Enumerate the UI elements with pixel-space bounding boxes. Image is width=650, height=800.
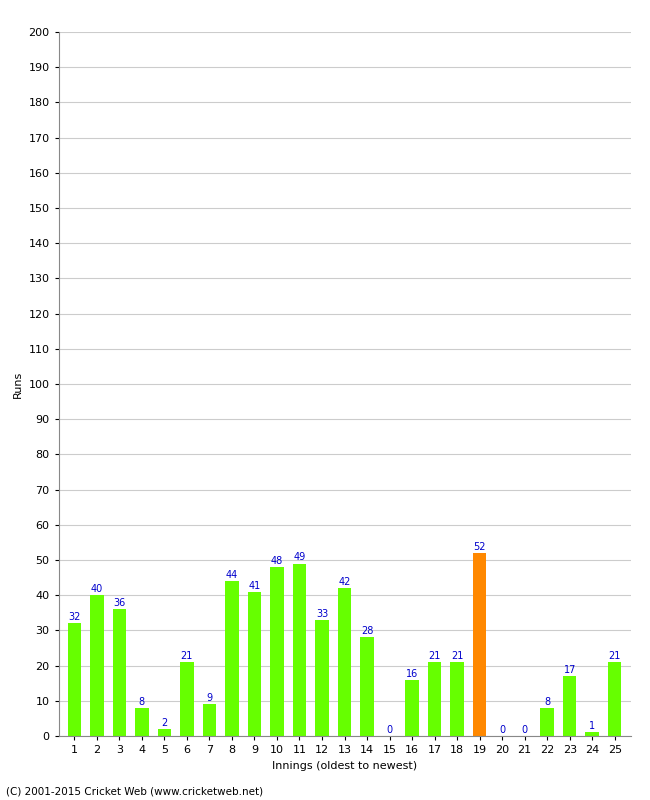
Text: 21: 21 [428, 651, 441, 661]
Bar [180, 662, 194, 736]
Text: 21: 21 [451, 651, 463, 661]
Text: 49: 49 [293, 553, 306, 562]
Text: 28: 28 [361, 626, 373, 636]
Bar [338, 588, 351, 736]
Text: 8: 8 [544, 697, 551, 706]
Text: 17: 17 [564, 665, 576, 675]
Text: 42: 42 [338, 577, 351, 587]
Bar [360, 638, 374, 736]
Text: 36: 36 [113, 598, 125, 608]
Text: 2: 2 [161, 718, 168, 728]
Bar [248, 592, 261, 736]
Bar [225, 581, 239, 736]
Bar [270, 567, 283, 736]
Y-axis label: Runs: Runs [13, 370, 23, 398]
Text: 9: 9 [206, 694, 213, 703]
Bar [292, 563, 306, 736]
Bar [608, 662, 621, 736]
Bar [428, 662, 441, 736]
Bar [450, 662, 464, 736]
Bar [68, 623, 81, 736]
Bar [157, 729, 171, 736]
Text: 0: 0 [521, 725, 528, 735]
Text: 32: 32 [68, 612, 81, 622]
Bar [112, 610, 126, 736]
Text: 52: 52 [473, 542, 486, 552]
Text: 41: 41 [248, 581, 261, 590]
X-axis label: Innings (oldest to newest): Innings (oldest to newest) [272, 761, 417, 770]
Text: 21: 21 [608, 651, 621, 661]
Bar [203, 704, 216, 736]
Text: 0: 0 [387, 725, 393, 735]
Bar [563, 676, 577, 736]
Text: 48: 48 [271, 556, 283, 566]
Bar [315, 620, 329, 736]
Text: 33: 33 [316, 609, 328, 618]
Bar [135, 708, 149, 736]
Text: (C) 2001-2015 Cricket Web (www.cricketweb.net): (C) 2001-2015 Cricket Web (www.cricketwe… [6, 786, 264, 796]
Text: 21: 21 [181, 651, 193, 661]
Text: 8: 8 [138, 697, 145, 706]
Bar [406, 680, 419, 736]
Text: 40: 40 [90, 584, 103, 594]
Bar [586, 733, 599, 736]
Bar [540, 708, 554, 736]
Bar [90, 595, 103, 736]
Bar [473, 553, 486, 736]
Text: 16: 16 [406, 669, 418, 678]
Text: 0: 0 [499, 725, 505, 735]
Text: 1: 1 [589, 722, 595, 731]
Text: 44: 44 [226, 570, 238, 580]
